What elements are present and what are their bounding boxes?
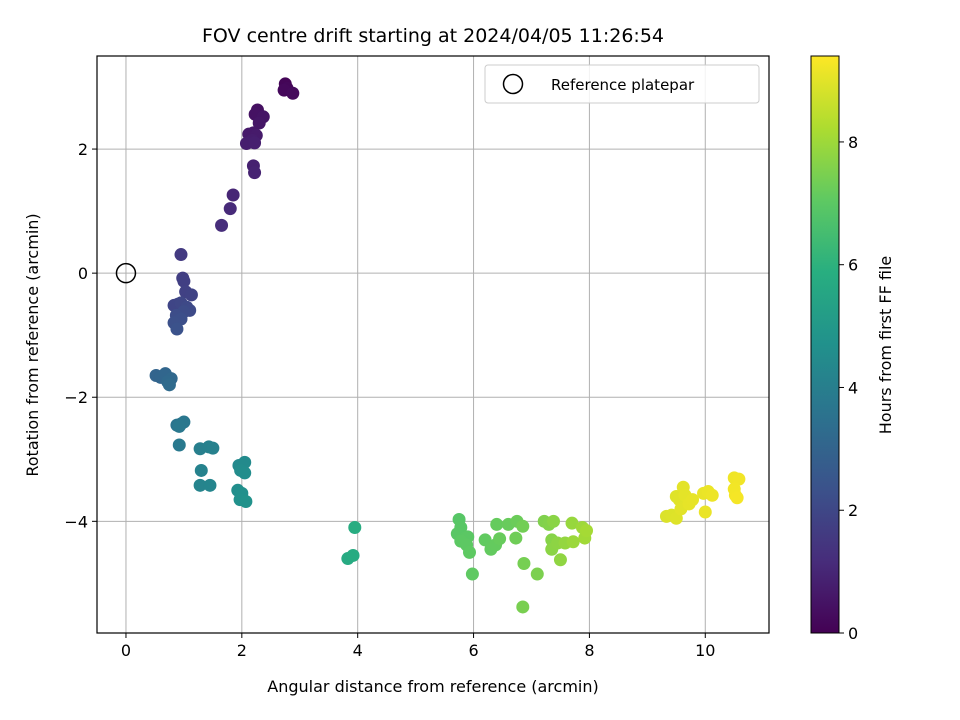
y-tick-label: 2 xyxy=(78,140,88,159)
reference-marker xyxy=(115,262,137,284)
data-point xyxy=(239,494,253,508)
colorbar-tick-label: 4 xyxy=(848,378,858,397)
x-tick-label: 8 xyxy=(584,641,594,660)
data-point xyxy=(223,202,237,216)
data-point xyxy=(516,600,530,614)
data-point xyxy=(184,288,198,302)
x-tick-label: 2 xyxy=(237,641,247,660)
x-tick-label: 6 xyxy=(468,641,478,660)
data-point xyxy=(565,516,579,530)
legend-box xyxy=(484,64,760,104)
data-point xyxy=(252,116,266,130)
data-point xyxy=(194,463,208,477)
data-point xyxy=(172,438,186,452)
data-point xyxy=(566,535,580,549)
colorbar: 0 2 4 6 8 Hours from first FF file xyxy=(810,55,895,643)
plot-frame xyxy=(96,55,770,634)
data-point xyxy=(698,505,712,519)
y-tick-label: −4 xyxy=(64,512,88,531)
y-axis-ticks: −4 −2 0 2 xyxy=(64,140,97,531)
data-point xyxy=(172,419,186,433)
data-point xyxy=(546,514,560,528)
data-point xyxy=(215,218,229,232)
data-point xyxy=(286,86,300,100)
colorbar-tick-label: 8 xyxy=(848,133,858,152)
data-point xyxy=(226,188,240,202)
data-point xyxy=(248,166,262,180)
colorbar-tick-label: 0 xyxy=(848,624,858,643)
data-point xyxy=(478,533,492,547)
data-point xyxy=(493,532,507,546)
chart-title: FOV centre drift starting at 2024/04/05 … xyxy=(202,25,664,47)
y-tick-label: 0 xyxy=(78,264,88,283)
data-point xyxy=(177,274,191,288)
data-point xyxy=(580,524,594,538)
data-point xyxy=(462,545,476,559)
data-point xyxy=(203,478,217,492)
data-point xyxy=(174,248,188,262)
data-points xyxy=(149,77,746,614)
data-point xyxy=(490,517,504,531)
x-tick-label: 10 xyxy=(695,641,715,660)
data-point xyxy=(465,567,479,581)
y-tick-label: −2 xyxy=(64,388,88,407)
legend-entry-reference: Reference platepar xyxy=(551,76,695,94)
data-point xyxy=(348,521,362,535)
y-axis-label: Rotation from reference (arcmin) xyxy=(23,213,42,476)
colorbar-ticks: 0 2 4 6 8 xyxy=(839,133,858,643)
data-point xyxy=(517,557,531,571)
data-point xyxy=(686,493,700,507)
x-tick-label: 4 xyxy=(353,641,363,660)
colorbar-tick-label: 6 xyxy=(848,256,858,275)
data-point xyxy=(732,472,746,486)
data-point xyxy=(162,378,176,392)
data-point xyxy=(170,322,184,336)
data-point xyxy=(509,531,523,545)
data-point xyxy=(238,466,252,480)
data-point xyxy=(346,548,360,562)
legend: Reference platepar xyxy=(484,64,760,104)
data-point xyxy=(516,519,530,533)
colorbar-gradient xyxy=(810,55,840,634)
data-point xyxy=(248,136,262,150)
legend-marker xyxy=(502,73,524,95)
data-point xyxy=(206,441,220,455)
data-point xyxy=(193,478,207,492)
x-axis-label: Angular distance from reference (arcmin) xyxy=(267,677,598,696)
data-point xyxy=(530,567,544,581)
x-tick-label: 0 xyxy=(121,641,131,660)
data-point xyxy=(730,491,744,505)
data-point xyxy=(705,488,719,502)
x-axis-ticks: 0 2 4 6 8 10 xyxy=(121,633,715,660)
grid-lines xyxy=(97,56,769,633)
colorbar-label: Hours from first FF file xyxy=(876,256,895,435)
data-point xyxy=(553,553,567,567)
colorbar-tick-label: 2 xyxy=(848,501,858,520)
